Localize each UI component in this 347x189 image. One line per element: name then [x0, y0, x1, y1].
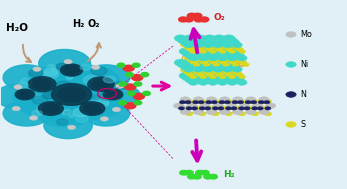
Circle shape	[203, 67, 213, 72]
Circle shape	[246, 109, 256, 115]
Text: O₂: O₂	[213, 13, 225, 22]
Circle shape	[239, 50, 246, 53]
Circle shape	[37, 81, 48, 87]
Circle shape	[177, 37, 189, 44]
Circle shape	[251, 112, 259, 116]
Circle shape	[67, 125, 76, 130]
Circle shape	[193, 13, 202, 18]
Circle shape	[206, 109, 217, 115]
Circle shape	[212, 112, 219, 116]
Circle shape	[194, 70, 202, 75]
Circle shape	[80, 64, 91, 70]
Circle shape	[179, 72, 192, 79]
Circle shape	[192, 75, 204, 81]
Circle shape	[202, 75, 213, 81]
Circle shape	[104, 113, 112, 117]
Circle shape	[217, 80, 228, 85]
Circle shape	[0, 84, 41, 108]
Circle shape	[223, 56, 232, 60]
Circle shape	[210, 64, 220, 70]
Circle shape	[58, 65, 120, 99]
Circle shape	[205, 53, 216, 59]
Circle shape	[191, 68, 200, 73]
Circle shape	[200, 60, 208, 64]
Circle shape	[76, 115, 88, 122]
Circle shape	[264, 99, 272, 104]
Circle shape	[182, 50, 194, 57]
Circle shape	[219, 64, 230, 70]
Circle shape	[112, 107, 121, 112]
Circle shape	[224, 77, 235, 83]
Circle shape	[219, 97, 230, 102]
Circle shape	[44, 82, 52, 85]
Circle shape	[36, 81, 47, 87]
Circle shape	[177, 62, 189, 68]
Circle shape	[229, 50, 236, 53]
Circle shape	[213, 56, 222, 60]
Circle shape	[226, 73, 233, 77]
Circle shape	[47, 65, 56, 70]
Circle shape	[200, 17, 209, 22]
Circle shape	[70, 117, 85, 125]
Circle shape	[211, 75, 223, 81]
Circle shape	[205, 107, 211, 110]
Circle shape	[206, 101, 212, 104]
Circle shape	[217, 58, 225, 62]
Circle shape	[210, 40, 220, 46]
Circle shape	[232, 67, 242, 72]
Circle shape	[208, 55, 218, 61]
Circle shape	[184, 17, 193, 22]
Circle shape	[221, 75, 232, 81]
Circle shape	[213, 35, 225, 42]
Circle shape	[187, 13, 196, 18]
Circle shape	[225, 107, 231, 110]
Circle shape	[97, 82, 107, 88]
Text: Ni: Ni	[301, 60, 309, 69]
Circle shape	[225, 112, 232, 116]
Circle shape	[92, 99, 109, 108]
Circle shape	[251, 101, 257, 104]
Circle shape	[206, 37, 218, 44]
Circle shape	[185, 99, 193, 104]
Text: H₂: H₂	[72, 19, 85, 29]
Circle shape	[187, 62, 199, 68]
Circle shape	[24, 87, 32, 91]
Circle shape	[61, 87, 76, 94]
Circle shape	[87, 106, 97, 111]
Circle shape	[65, 111, 72, 115]
Circle shape	[232, 97, 243, 102]
Circle shape	[203, 45, 212, 49]
Circle shape	[264, 112, 272, 116]
Circle shape	[195, 53, 206, 59]
Circle shape	[91, 104, 107, 113]
Circle shape	[219, 50, 226, 53]
Circle shape	[206, 73, 214, 77]
Circle shape	[18, 91, 32, 98]
Circle shape	[187, 58, 195, 62]
Circle shape	[128, 91, 135, 95]
Circle shape	[259, 109, 269, 115]
Circle shape	[83, 65, 130, 90]
Circle shape	[213, 67, 223, 72]
Circle shape	[64, 88, 70, 92]
Circle shape	[192, 50, 204, 57]
Circle shape	[286, 122, 296, 127]
Circle shape	[180, 64, 192, 70]
Circle shape	[125, 84, 136, 90]
Circle shape	[238, 112, 246, 116]
Circle shape	[67, 68, 76, 73]
Circle shape	[213, 63, 220, 67]
Circle shape	[245, 106, 252, 110]
Circle shape	[51, 84, 92, 105]
Circle shape	[32, 96, 48, 104]
Circle shape	[208, 48, 220, 55]
Circle shape	[106, 91, 120, 98]
Circle shape	[193, 97, 204, 102]
Circle shape	[193, 67, 204, 72]
Circle shape	[98, 82, 108, 88]
Circle shape	[197, 62, 209, 68]
Circle shape	[201, 170, 209, 175]
Circle shape	[44, 68, 58, 76]
Circle shape	[210, 75, 217, 79]
